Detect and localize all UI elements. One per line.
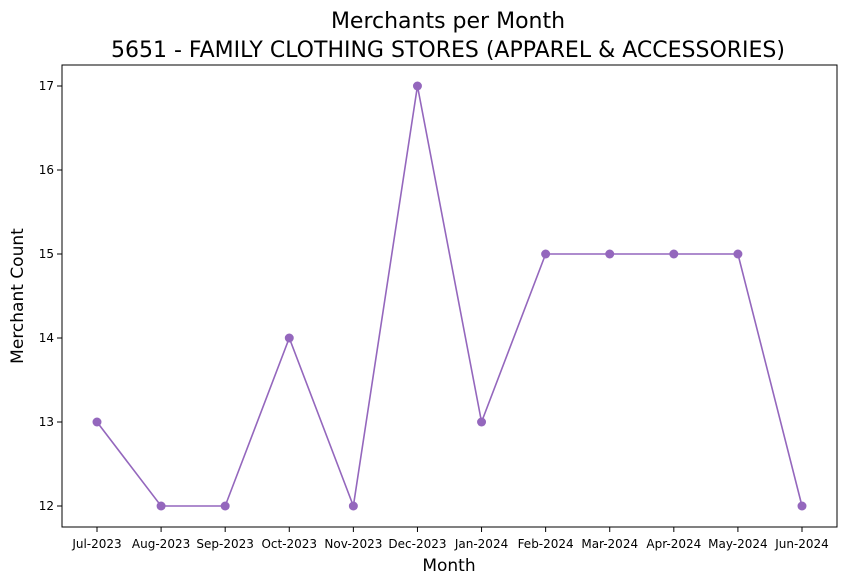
x-tick-label: Nov-2023: [324, 537, 382, 551]
y-tick-label: 14: [39, 331, 54, 345]
series-line: [96, 85, 803, 510]
y-axis-label: Merchant Count: [8, 228, 28, 364]
x-tick-label: Oct-2023: [261, 537, 317, 551]
data-point: [92, 417, 102, 427]
x-tick-label: Dec-2023: [388, 537, 446, 551]
x-tick-label: Apr-2024: [646, 537, 701, 551]
y-tick-label: 12: [39, 499, 54, 513]
y-tick-label: 13: [39, 415, 54, 429]
chart-subtitle: 5651 - FAMILY CLOTHING STORES (APPAREL &…: [111, 38, 785, 63]
data-point: [412, 81, 422, 91]
data-point: [541, 249, 551, 259]
data-point: [733, 249, 743, 259]
x-tick-label: Jan-2024: [454, 537, 508, 551]
data-point: [220, 501, 230, 511]
y-tick-label: 15: [39, 247, 54, 261]
series-layer: [92, 81, 807, 511]
x-axis-ticks: Jul-2023 Aug-2023 Sep-2023 Oct-2023 Nov-2023…: [71, 527, 829, 551]
chart-title: Merchants per Month: [331, 9, 565, 34]
data-point: [156, 501, 166, 511]
x-tick-label: Aug-2023: [132, 537, 190, 551]
plot-area: [61, 64, 838, 528]
y-axis-ticks: 12 13 14 15 16 17: [39, 79, 62, 513]
x-tick-label: Jul-2023: [71, 537, 121, 551]
x-tick-label: Jun-2024: [774, 537, 829, 551]
data-point: [284, 333, 294, 343]
data-point: [605, 249, 615, 259]
x-tick-label: Mar-2024: [581, 537, 638, 551]
y-tick-label: 17: [39, 79, 54, 93]
x-tick-label: May-2024: [708, 537, 767, 551]
data-point: [797, 501, 807, 511]
data-point: [477, 417, 487, 427]
y-tick-label: 16: [39, 163, 54, 177]
data-point: [348, 501, 358, 511]
x-tick-label: Sep-2023: [196, 537, 254, 551]
x-axis-label: Month: [422, 556, 475, 576]
data-point: [669, 249, 679, 259]
x-tick-label: Feb-2024: [518, 537, 574, 551]
